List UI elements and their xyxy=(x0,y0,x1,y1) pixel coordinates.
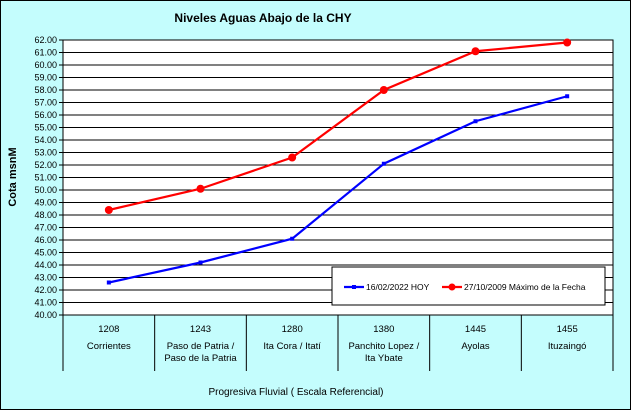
series-2-point xyxy=(104,206,113,214)
y-tick-label: 61.00 xyxy=(34,48,57,58)
legend-label: 16/02/2022 HOY xyxy=(366,282,430,292)
y-tick-label: 55.00 xyxy=(34,123,57,133)
legend: 16/02/2022 HOY 27/10/2009 Máximo de la Fe… xyxy=(331,266,606,306)
x-category-name: Ayolas xyxy=(461,341,490,352)
x-category-name: Ita Ybate xyxy=(365,353,403,364)
y-axis-label: Cota msnM xyxy=(7,147,19,206)
series-line-2 xyxy=(108,41,568,212)
x-category-code: 1380 xyxy=(373,324,394,335)
x-category-code: 1455 xyxy=(557,324,578,335)
x-category-name: Ita Cora / Itatí xyxy=(263,341,321,352)
y-tick-label: 46.00 xyxy=(34,235,57,245)
y-tick-label: 45.00 xyxy=(34,248,57,258)
legend-swatch-marker xyxy=(352,285,356,289)
x-category-name: Paso de la Patria xyxy=(164,353,237,364)
x-axis-category-table: 1208 Corrientes 1243 Paso de Patria /Paso d… xyxy=(62,315,614,371)
x-category-name: Panchito Lopez / xyxy=(348,341,419,352)
legend-box xyxy=(331,266,606,306)
y-axis-ticks: 40.00 41.00 42.00 43.00 44.00 45.00 46.00 47.00… xyxy=(34,35,63,320)
y-tick-label: 41.00 xyxy=(34,298,57,308)
series-line-1 xyxy=(108,95,568,284)
y-tick-label: 54.00 xyxy=(34,135,57,145)
y-tick-label: 60.00 xyxy=(34,60,57,70)
y-tick-label: 52.00 xyxy=(34,160,57,170)
x-category-code: 1280 xyxy=(282,324,303,335)
y-tick-label: 49.00 xyxy=(34,198,57,208)
series-2-point xyxy=(471,47,480,56)
x-category-code: 1208 xyxy=(98,324,119,335)
y-tick-label: 50.00 xyxy=(34,185,57,195)
x-category-name: Corrientes xyxy=(87,341,131,352)
legend-swatch-marker xyxy=(448,283,456,291)
series-2-point xyxy=(196,184,205,193)
grid-lines xyxy=(63,52,613,303)
y-tick-label: 59.00 xyxy=(34,73,57,83)
series-1-point xyxy=(565,94,570,99)
y-tick-label: 62.00 xyxy=(34,35,57,45)
chart-title: Niveles Aguas Abajo de la CHY xyxy=(174,11,351,25)
y-tick-label: 42.00 xyxy=(34,285,57,295)
y-tick-label: 48.00 xyxy=(34,210,57,220)
x-category-name: Paso de Patria / xyxy=(167,341,235,352)
y-tick-label: 56.00 xyxy=(34,110,57,120)
y-tick-label: 47.00 xyxy=(34,223,57,233)
x-category-code: 1445 xyxy=(465,324,486,335)
y-tick-label: 58.00 xyxy=(34,85,57,95)
y-tick-label: 43.00 xyxy=(34,273,57,283)
y-tick-label: 44.00 xyxy=(34,260,57,270)
series-1-point xyxy=(290,236,295,241)
y-tick-label: 40.00 xyxy=(34,310,57,320)
x-category-name: Ituzaingó xyxy=(548,341,587,352)
series-1-point xyxy=(106,280,111,285)
x-axis-label: Progresiva Fluvial ( Escala Referencial) xyxy=(208,387,383,398)
y-tick-label: 51.00 xyxy=(34,173,57,183)
x-category-code: 1243 xyxy=(190,324,211,335)
series-2-point xyxy=(563,38,572,47)
series-1-point xyxy=(473,119,478,124)
series-2-point xyxy=(379,86,388,94)
series-2-point xyxy=(288,153,297,162)
series-layer xyxy=(104,38,572,285)
series-1-point xyxy=(381,161,386,166)
series-1-point xyxy=(198,260,203,265)
legend-label: 27/10/2009 Máximo de la Fecha xyxy=(464,282,586,292)
y-tick-label: 57.00 xyxy=(34,98,57,108)
y-tick-label: 53.00 xyxy=(34,148,57,158)
